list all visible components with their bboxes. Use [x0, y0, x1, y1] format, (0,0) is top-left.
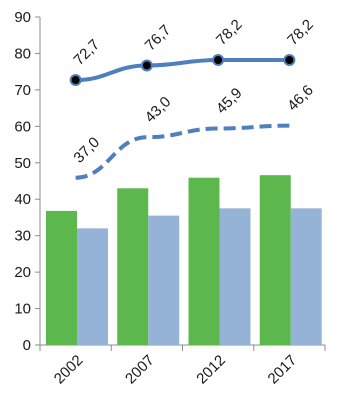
labels: 72,7 76,7 78,2 78,2 37,0 43,0 45,9 46,6 [70, 16, 316, 166]
y-tick-label-60: 60 [14, 118, 31, 135]
series-line-1 [75, 123, 290, 180]
x-category-label-2007: 2007 [122, 352, 158, 388]
bars [46, 175, 322, 345]
line-marker-0-2007 [140, 59, 153, 72]
data-label-0-2007: 76,7 [142, 22, 175, 55]
bar-1-2002 [77, 228, 108, 345]
y-tick-label-10: 10 [14, 301, 31, 318]
data-label-1-2007: 43,0 [142, 93, 175, 126]
bar-1-2017 [290, 208, 322, 345]
lines [69, 54, 296, 180]
line-marker-0-2017 [283, 54, 296, 67]
bar-1-2012 [219, 208, 251, 345]
data-label-0-2012: 78,2 [213, 16, 246, 49]
y-tick-label-80: 80 [14, 45, 31, 62]
data-label-0-2017: 78,2 [284, 16, 317, 49]
x-category-label-2002: 2002 [51, 352, 87, 388]
bar-0-2017 [259, 175, 291, 345]
series-line-0 [75, 58, 290, 83]
y-tick-label-90: 90 [14, 9, 31, 26]
y-tick-label-0: 0 [23, 337, 31, 354]
y-tick-label-20: 20 [14, 264, 31, 281]
y-tick-label-50: 50 [14, 155, 31, 172]
data-label-1-2012: 45,9 [213, 85, 246, 118]
line-marker-0-2002 [69, 74, 82, 87]
x-category-label-2017: 2017 [265, 352, 301, 388]
y-tick-label-30: 30 [14, 228, 31, 245]
bar-1-2007 [148, 215, 180, 345]
bar-0-2007 [117, 188, 149, 345]
data-label-1-2002: 37,0 [70, 134, 103, 167]
y-tick-label-40: 40 [14, 191, 31, 208]
y-tick-label-70: 70 [14, 82, 31, 99]
axes: 0 10 20 30 40 50 60 70 80 90 2002 2007 2012 2017 [14, 9, 326, 388]
bar-0-2002 [46, 210, 77, 345]
data-label-0-2002: 72,7 [70, 36, 103, 69]
data-label-1-2017: 46,6 [284, 82, 317, 115]
bar-0-2012 [188, 177, 220, 345]
line-marker-0-2012 [212, 54, 225, 67]
x-category-label-2012: 2012 [193, 352, 229, 388]
